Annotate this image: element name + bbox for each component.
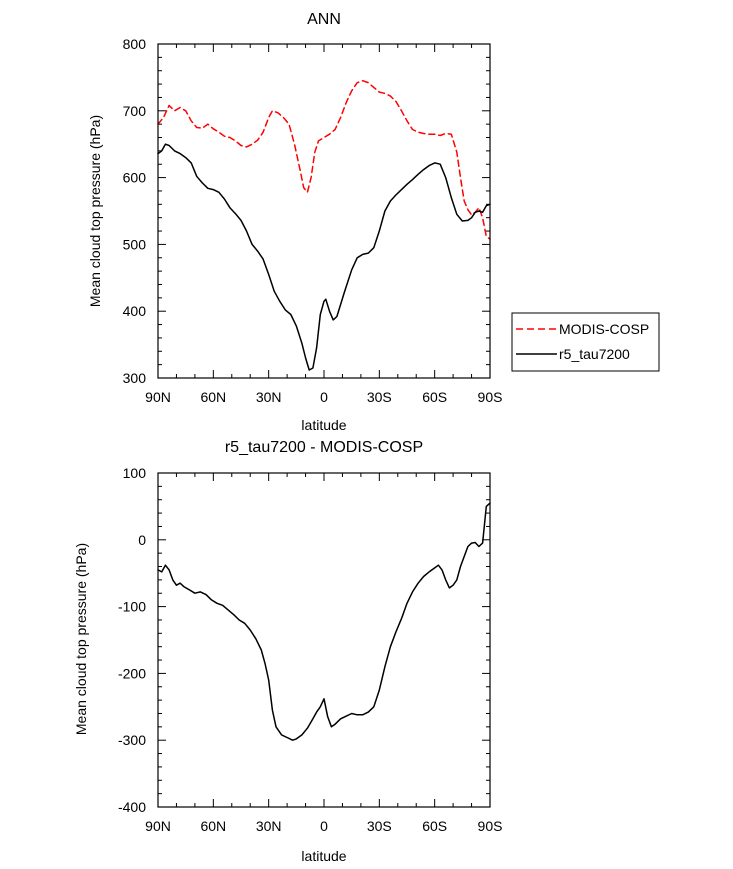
y-tick-label: -400 [118, 799, 146, 815]
x-tick-labels: 90N 60N 30N 0 30S 60S 90S [145, 389, 502, 405]
x-tick-label: 30S [367, 818, 392, 834]
y-tick-label: -300 [118, 732, 146, 748]
y-tick-label: -100 [118, 599, 146, 615]
x-tick-label: 30S [367, 389, 392, 405]
x-axis-label: latitude [301, 848, 346, 864]
y-tick-label: 800 [123, 36, 147, 52]
y-axis-label: Mean cloud top pressure (hPa) [87, 115, 103, 307]
series-lines [157, 79, 491, 371]
series-line-modis-cosp [157, 79, 491, 240]
x-tick-label: 90N [145, 389, 171, 405]
legend-label-modis-cosp: MODIS-COSP [559, 321, 649, 337]
y-tick-label: 400 [123, 303, 147, 319]
x-tick-label: 30N [256, 389, 282, 405]
x-tick-label: 90N [145, 818, 171, 834]
chart-title: ANN [307, 11, 341, 28]
x-axis-label: latitude [301, 417, 346, 433]
x-tick-labels: 90N 60N 30N 0 30S 60S 90S [145, 818, 502, 834]
series-line-r5-tau7200 [157, 143, 491, 371]
y-tick-label: 600 [123, 170, 147, 186]
x-tick-label: 60S [422, 389, 447, 405]
x-tick-label: 90S [478, 818, 503, 834]
chart-ann: ANN Mean cloud top pressure (hPa) latitu… [87, 11, 502, 433]
x-tick-label: 30N [256, 818, 282, 834]
chart-title: r5_tau7200 - MODIS-COSP [225, 439, 423, 456]
x-tick-label: 90S [478, 389, 503, 405]
x-tick-label: 60N [200, 389, 226, 405]
x-tick-label: 60S [422, 818, 447, 834]
y-tick-label: 0 [138, 532, 146, 548]
legend: MODIS-COSP r5_tau7200 [511, 312, 660, 372]
axis-ticks [157, 472, 491, 808]
x-tick-label: 0 [320, 818, 328, 834]
plot-frame [157, 472, 491, 808]
chart-difference: r5_tau7200 - MODIS-COSP Mean cloud top p… [73, 439, 502, 864]
legend-label-r5-tau7200: r5_tau7200 [559, 346, 630, 362]
y-tick-labels: 300 400 500 600 700 800 [123, 36, 147, 386]
plot-frame [157, 43, 491, 379]
y-tick-label: 100 [123, 465, 147, 481]
series-lines [157, 502, 491, 741]
y-axis-label: Mean cloud top pressure (hPa) [73, 543, 89, 735]
y-tick-label: 700 [123, 103, 147, 119]
x-tick-label: 60N [200, 818, 226, 834]
legend-box [511, 312, 660, 372]
y-tick-label: 300 [123, 370, 147, 386]
series-line-difference [157, 502, 491, 741]
y-tick-label: -200 [118, 665, 146, 681]
x-tick-label: 0 [320, 389, 328, 405]
y-tick-labels: -400 -300 -200 -100 0 100 [118, 465, 146, 815]
y-tick-label: 500 [123, 236, 147, 252]
axis-ticks [157, 43, 491, 379]
